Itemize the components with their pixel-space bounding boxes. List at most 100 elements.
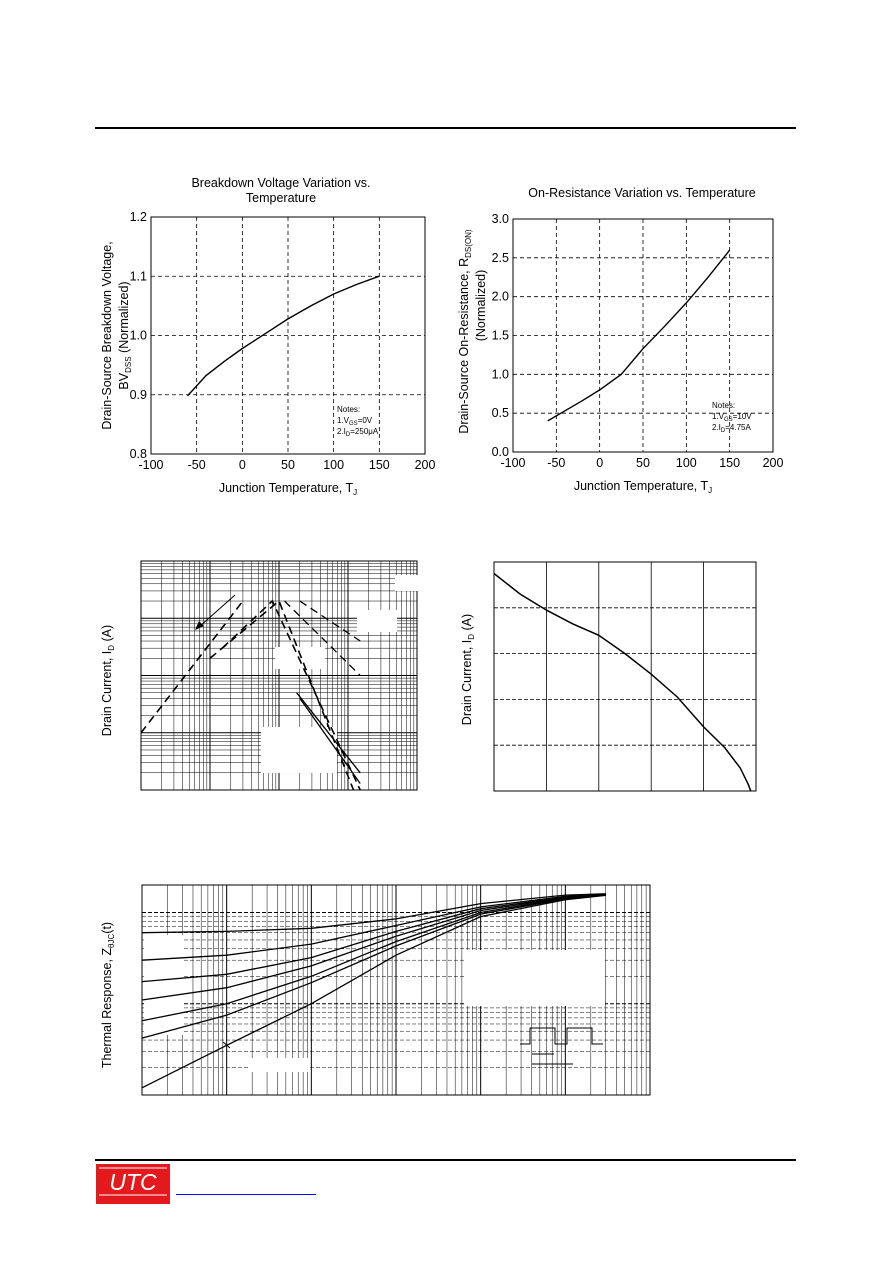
label-mask bbox=[275, 647, 325, 669]
annotation-arrow bbox=[198, 594, 236, 628]
x-tick-label: -100 bbox=[500, 456, 525, 470]
label-mask bbox=[357, 610, 397, 632]
note-1: 1.VGS=0V bbox=[337, 416, 373, 427]
pulse-waveform bbox=[520, 1027, 603, 1045]
x-tick-label: -50 bbox=[547, 456, 565, 470]
label-mask bbox=[144, 935, 184, 1035]
notes-heading: Notes: bbox=[337, 405, 360, 414]
y-axis-label: Drain-Source Breakdown Voltage, bbox=[100, 241, 114, 429]
y-tick-label: 3.0 bbox=[492, 212, 509, 226]
thermal-response-chart: Thermal Response, ZθJC(t) bbox=[100, 884, 651, 1096]
x-tick-label: 100 bbox=[323, 458, 344, 472]
annotation-arrow bbox=[222, 1041, 231, 1049]
y-axis-label-2: BVDSS (Normalized) bbox=[117, 281, 133, 389]
note-2: 2.ID=4.75A bbox=[712, 423, 751, 434]
max-drain-current-chart: Drain Current, ID (A) bbox=[460, 561, 757, 792]
x-tick-label: 0 bbox=[596, 456, 603, 470]
chart-title: On-Resistance Variation vs. Temperature bbox=[528, 186, 755, 200]
x-tick-label: 50 bbox=[281, 458, 295, 472]
thermal-series-line bbox=[141, 894, 606, 1039]
thermal-series-line bbox=[141, 893, 606, 934]
y-tick-label: 2.0 bbox=[492, 290, 509, 304]
plot-frame bbox=[493, 561, 757, 792]
x-tick-label: 100 bbox=[676, 456, 697, 470]
x-tick-label: -100 bbox=[138, 458, 163, 472]
chart-title: Breakdown Voltage Variation vs. bbox=[191, 176, 370, 190]
y-axis-label-main: Thermal Response, Z bbox=[100, 948, 114, 1069]
y-tick-label: 1.0 bbox=[130, 329, 147, 343]
x-tick-label: 0 bbox=[239, 458, 246, 472]
y-axis-label-normalized: (Normalized) bbox=[117, 281, 131, 356]
label-mask bbox=[395, 575, 419, 591]
y-tick-label: 0.0 bbox=[492, 445, 509, 459]
chart-title: Temperature bbox=[246, 191, 316, 205]
utc-logo: UTC bbox=[96, 1164, 170, 1204]
y-axis-label-main: Drain Current, I bbox=[460, 640, 474, 725]
y-tick-label: 2.5 bbox=[492, 251, 509, 265]
x-tick-label: 150 bbox=[369, 458, 390, 472]
plot-frame bbox=[141, 884, 651, 1096]
y-axis-label-main: Drain Current, I bbox=[100, 651, 114, 736]
y-axis-label: Drain Current, ID (A) bbox=[100, 625, 116, 736]
y-axis-label-line2: (Normalized) bbox=[474, 270, 488, 342]
y-tick-label: 0.9 bbox=[130, 388, 147, 402]
x-axis-label: Junction Temperature, TJ bbox=[219, 481, 357, 497]
y-axis-label: Drain-Source On-Resistance, RDS(ON) bbox=[457, 229, 473, 434]
label-mask bbox=[261, 727, 337, 773]
note-1-sub: GS bbox=[349, 421, 358, 427]
soa-series-line bbox=[299, 697, 361, 784]
y-axis-label-dss: DSS bbox=[124, 356, 133, 372]
footer-rule bbox=[95, 1159, 796, 1161]
x-tick-label: 200 bbox=[763, 456, 784, 470]
note-1-rest: =0V bbox=[358, 416, 373, 425]
x-axis-label-subscript: J bbox=[353, 488, 357, 497]
y-axis-label-bv: BV bbox=[117, 372, 131, 389]
y-axis-label-unit: (A) bbox=[100, 625, 114, 645]
y-tick-label: 1.0 bbox=[492, 367, 509, 381]
plot-frame bbox=[140, 560, 418, 791]
note-1-rest: =10V bbox=[733, 412, 753, 421]
note-1: 1.VGS=10V bbox=[712, 412, 752, 423]
y-tick-label: 0.8 bbox=[130, 447, 147, 461]
y-axis-label-unit: (t) bbox=[100, 922, 114, 934]
label-mask bbox=[250, 1058, 310, 1072]
y-axis-label-line1: Drain-Source Breakdown Voltage, bbox=[100, 241, 114, 429]
soa-series-line bbox=[296, 692, 361, 774]
y-axis-label-line1: Drain-Source On-Resistance, R bbox=[457, 258, 471, 434]
breakdown-voltage-chart: -100 -50 0 50 100 150 200 0.8 0.9 1.0 1.1 1.2 Breakd… bbox=[100, 176, 435, 497]
safe-operating-area-chart: Drain Current, ID (A) bbox=[100, 560, 419, 791]
footer-link[interactable] bbox=[176, 1194, 316, 1195]
x-tick-label: -50 bbox=[188, 458, 206, 472]
soa-series-line bbox=[140, 600, 244, 734]
soa-series-line bbox=[209, 599, 355, 791]
on-resistance-chart: -100 -50 0 50 100 150 200 0.0 0.5 1.0 1.5 2.0 2.5 3.0… bbox=[457, 186, 784, 495]
data-line bbox=[186, 275, 380, 397]
x-tick-label: 50 bbox=[636, 456, 650, 470]
note-2-rest: =4.75A bbox=[725, 423, 751, 432]
header-rule bbox=[95, 127, 796, 129]
notes-heading: Notes: bbox=[712, 401, 735, 410]
y-axis-label-sub: D bbox=[107, 645, 116, 651]
y-tick-label: 0.5 bbox=[492, 406, 509, 420]
note-2: 2.ID=250μA bbox=[337, 427, 379, 438]
x-tick-label: 200 bbox=[415, 458, 435, 472]
y-axis-label: Drain Current, ID (A) bbox=[460, 614, 476, 725]
y-axis-label-unit: (A) bbox=[460, 614, 474, 634]
data-line bbox=[547, 249, 731, 422]
note-2-sub: D bbox=[721, 428, 726, 434]
y-axis-label: Thermal Response, ZθJC(t) bbox=[100, 922, 116, 1068]
y-axis-label-sub: D bbox=[467, 634, 476, 640]
x-tick-label: 150 bbox=[719, 456, 740, 470]
note-2-sub: D bbox=[346, 432, 351, 438]
x-axis-label: Junction Temperature, TJ bbox=[574, 479, 712, 495]
y-tick-label: 1.5 bbox=[492, 329, 509, 343]
x-axis-label-subscript: J bbox=[708, 486, 712, 495]
note-2-rest: =250μA bbox=[350, 427, 379, 436]
y-axis-label-sub: DS(ON) bbox=[464, 229, 473, 258]
data-line bbox=[493, 572, 752, 792]
soa-series-line bbox=[284, 600, 361, 676]
y-tick-label: 1.2 bbox=[130, 210, 147, 224]
y-axis-label-sub: θJC bbox=[107, 933, 116, 947]
y-tick-label: 1.1 bbox=[130, 269, 147, 283]
soa-series-line bbox=[221, 599, 361, 791]
